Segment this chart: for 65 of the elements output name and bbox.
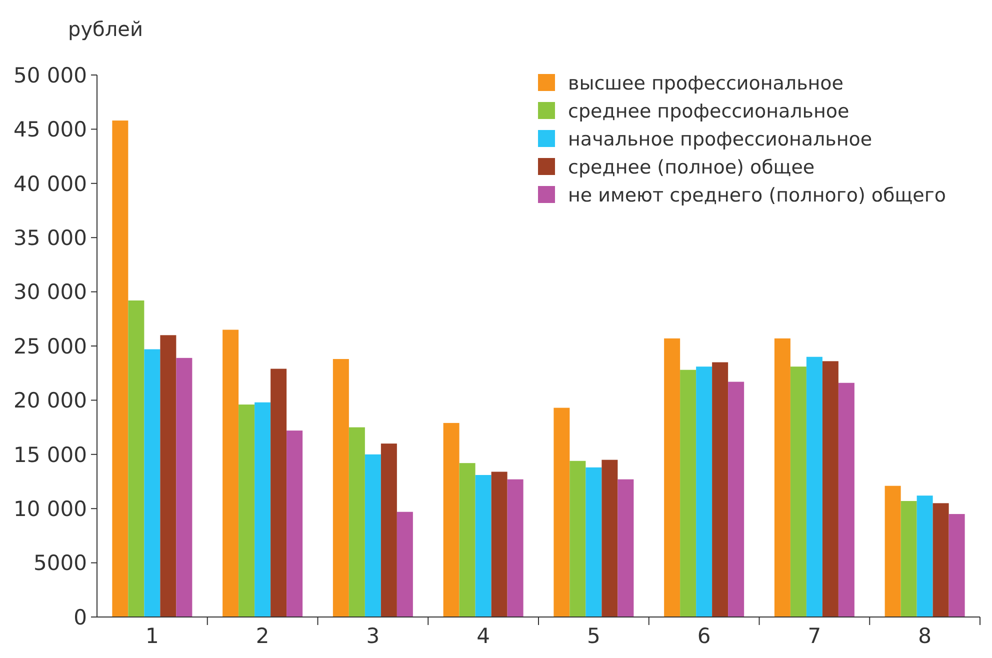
y-tick-label: 25 000 <box>14 334 87 358</box>
legend-label: среднее (полное) общее <box>568 156 815 179</box>
y-tick-label: 50 000 <box>14 63 87 88</box>
bar <box>270 368 287 617</box>
y-tick-label: 40 000 <box>14 172 87 196</box>
bar <box>790 366 806 617</box>
bar <box>932 503 949 617</box>
bar <box>774 338 790 617</box>
x-tick-label: 1 <box>146 624 159 648</box>
bar <box>443 422 460 617</box>
y-tick-label: 15 000 <box>14 442 87 467</box>
y-tick-label: 35 000 <box>14 226 87 250</box>
bar <box>238 404 255 617</box>
bar <box>806 356 822 617</box>
bar <box>380 444 397 617</box>
bar <box>254 402 271 617</box>
bar <box>475 474 492 617</box>
bar <box>586 467 602 617</box>
bar <box>916 496 933 617</box>
bar <box>491 472 508 617</box>
x-tick-label: 2 <box>256 624 270 648</box>
bar <box>822 361 838 617</box>
legend-label: высшее профессиональное <box>568 72 844 95</box>
bar <box>696 366 712 617</box>
bar <box>364 454 381 617</box>
x-tick-label: 7 <box>808 624 822 648</box>
y-tick-label: 10 000 <box>14 496 87 521</box>
bar <box>900 501 917 617</box>
bar <box>332 359 349 617</box>
y-tick-label: 45 000 <box>14 118 87 142</box>
y-axis-title: рублей <box>68 17 143 41</box>
y-tick-label: 0 <box>74 605 87 630</box>
legend-label: среднее профессиональное <box>568 100 850 123</box>
bar <box>712 362 728 617</box>
bar <box>128 300 144 617</box>
bar <box>680 370 696 617</box>
bar <box>160 335 176 617</box>
bar <box>618 479 634 617</box>
legend-label: не имеют среднего (полного) общего <box>568 184 946 207</box>
x-tick-label: 5 <box>587 624 600 648</box>
y-tick-label: 30 000 <box>14 280 87 304</box>
x-tick-label: 3 <box>366 624 380 648</box>
bar <box>884 486 901 617</box>
y-tick-label: 5000 <box>34 551 87 576</box>
x-tick-label: 4 <box>476 624 490 648</box>
bar <box>176 358 192 617</box>
x-tick-label: 6 <box>697 624 711 648</box>
bar <box>602 460 618 617</box>
x-tick-label: 8 <box>918 624 932 648</box>
y-tick-label: 20 000 <box>14 388 87 413</box>
bar <box>554 408 570 617</box>
bar <box>507 479 524 617</box>
bar <box>286 430 303 617</box>
bar <box>838 382 854 617</box>
bar <box>459 463 476 617</box>
bar <box>948 514 965 617</box>
bar <box>570 460 586 617</box>
bar <box>144 349 160 617</box>
bar <box>348 427 365 617</box>
bar <box>728 382 744 617</box>
bar <box>396 512 413 617</box>
bar <box>222 330 239 617</box>
bar <box>664 338 680 617</box>
bar <box>112 120 128 617</box>
legend-label: начальное профессиональное <box>568 128 872 151</box>
